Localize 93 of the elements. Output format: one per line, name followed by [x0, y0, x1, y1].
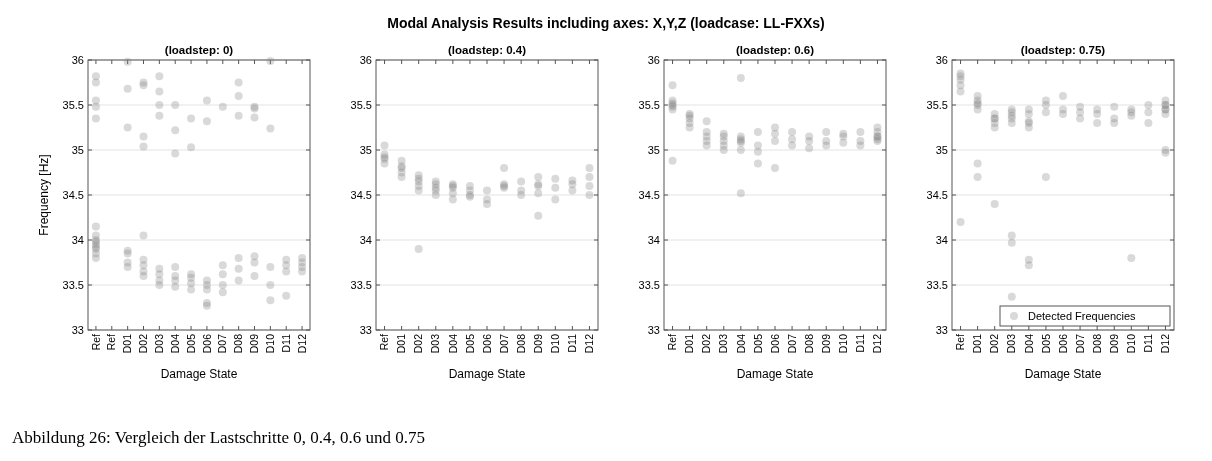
x-tick-label: Ref: [954, 333, 967, 351]
x-tick-label: D01: [683, 333, 696, 354]
y-tick-label: 34: [647, 233, 660, 246]
x-tick-label: D10: [1124, 333, 1137, 354]
x-tick-label: D03: [717, 333, 730, 354]
x-tick-label: Ref: [89, 333, 102, 351]
x-tick-label: Ref: [666, 333, 679, 351]
x-tick-label: D06: [1056, 333, 1069, 354]
x-tick-label: D10: [264, 333, 277, 354]
y-tick-label: 34: [359, 233, 372, 246]
y-tick-label: 33: [359, 323, 372, 336]
y-tick-label: 34.5: [350, 188, 372, 201]
y-tick-label: 35.5: [638, 98, 660, 111]
x-tick-label: D08: [802, 333, 815, 354]
y-tick-label: 35: [647, 143, 660, 156]
x-tick-label: D11: [279, 333, 292, 353]
chart-title: (loadstep: 0.6): [736, 44, 815, 56]
y-tick-label: 36: [359, 53, 372, 66]
x-axis-title: Damage State: [1024, 367, 1102, 381]
y-tick-label: 35.5: [926, 98, 948, 111]
x-tick-label: D08: [514, 333, 527, 354]
x-tick-label: D01: [971, 333, 984, 354]
x-axis-title: Damage State: [448, 367, 526, 381]
x-tick-label: D09: [819, 333, 832, 354]
chart-title: (loadstep: 0): [164, 44, 234, 56]
y-tick-label: 36: [71, 53, 84, 66]
x-tick-label: D11: [1142, 333, 1155, 353]
x-tick-label: D12: [1159, 333, 1172, 354]
y-axis-title: Frequency [Hz]: [37, 154, 51, 236]
x-tick-label: D08: [1090, 333, 1103, 354]
x-tick-label: D07: [216, 333, 229, 354]
x-tick-label: D11: [854, 333, 867, 353]
x-tick-label: D10: [836, 333, 849, 354]
x-tick-label: D05: [184, 333, 197, 354]
x-axis-title: Damage State: [160, 367, 238, 381]
x-tick-label: D06: [768, 333, 781, 354]
x-tick-label: D11: [566, 333, 579, 353]
y-tick-label: 36: [647, 53, 660, 66]
x-tick-label: D07: [785, 333, 798, 354]
x-tick-label: D05: [463, 333, 476, 354]
y-tick-label: 33.5: [926, 278, 948, 291]
x-tick-label: D06: [480, 333, 493, 354]
x-tick-label: D02: [412, 333, 425, 354]
y-tick-label: 33.5: [638, 278, 660, 291]
y-tick-label: 35.5: [350, 98, 372, 111]
x-tick-label: D12: [871, 333, 884, 354]
x-tick-label: D12: [583, 333, 596, 354]
text: Modal Analysis Results including axes: X,Y,Z (loadcase: LL-FXXs): [387, 15, 825, 31]
y-tick-label: 36: [935, 53, 948, 66]
x-tick-label: D12: [295, 333, 308, 354]
x-tick-label: D02: [700, 333, 713, 354]
x-tick-label: D03: [1005, 333, 1018, 354]
x-tick-label: Ref: [105, 333, 118, 351]
x-tick-label: D10: [548, 333, 561, 354]
x-tick-label: D05: [751, 333, 764, 354]
y-tick-label: 35: [935, 143, 948, 156]
y-tick-label: 33: [71, 323, 84, 336]
x-tick-label: D04: [168, 333, 181, 354]
y-tick-label: 33: [647, 323, 660, 336]
x-tick-label: D01: [395, 333, 408, 354]
x-tick-label: D02: [988, 333, 1001, 354]
y-tick-label: 34: [71, 233, 84, 246]
y-tick-label: 35: [359, 143, 372, 156]
chart-title: (loadstep: 0.4): [448, 44, 527, 56]
x-tick-label: D04: [734, 333, 747, 354]
text: Abbildung 26: Vergleich der Lastschritte 0, 0.4, 0.6 und 0.75: [12, 428, 425, 447]
y-tick-label: 35.5: [62, 98, 84, 111]
chart-title: (loadstep: 0.75): [1020, 44, 1106, 56]
x-tick-label: D09: [531, 333, 544, 354]
x-tick-label: D09: [1107, 333, 1120, 354]
x-tick-label: D04: [1022, 333, 1035, 354]
x-tick-label: D06: [200, 333, 213, 354]
x-tick-label: D04: [446, 333, 459, 354]
y-tick-label: 33: [935, 323, 948, 336]
y-tick-label: 34.5: [638, 188, 660, 201]
x-tick-label: D05: [1039, 333, 1052, 354]
x-tick-label: D03: [153, 333, 166, 354]
x-tick-label: D09: [248, 333, 261, 354]
x-tick-label: D07: [1073, 333, 1086, 354]
x-tick-label: D07: [497, 333, 510, 354]
x-tick-label: D03: [429, 333, 442, 354]
x-tick-label: Ref: [378, 333, 391, 351]
x-tick-label: D08: [232, 333, 245, 354]
y-tick-label: 34.5: [926, 188, 948, 201]
legend-label: Detected Frequencies: [1028, 309, 1137, 322]
y-tick-label: 34.5: [62, 188, 84, 201]
x-tick-label: D02: [137, 333, 150, 354]
y-tick-label: 33.5: [62, 278, 84, 291]
y-tick-label: 34: [935, 233, 948, 246]
y-tick-label: 35: [71, 143, 84, 156]
x-axis-title: Damage State: [736, 367, 814, 381]
y-tick-label: 33.5: [350, 278, 372, 291]
x-tick-label: D01: [121, 333, 134, 354]
